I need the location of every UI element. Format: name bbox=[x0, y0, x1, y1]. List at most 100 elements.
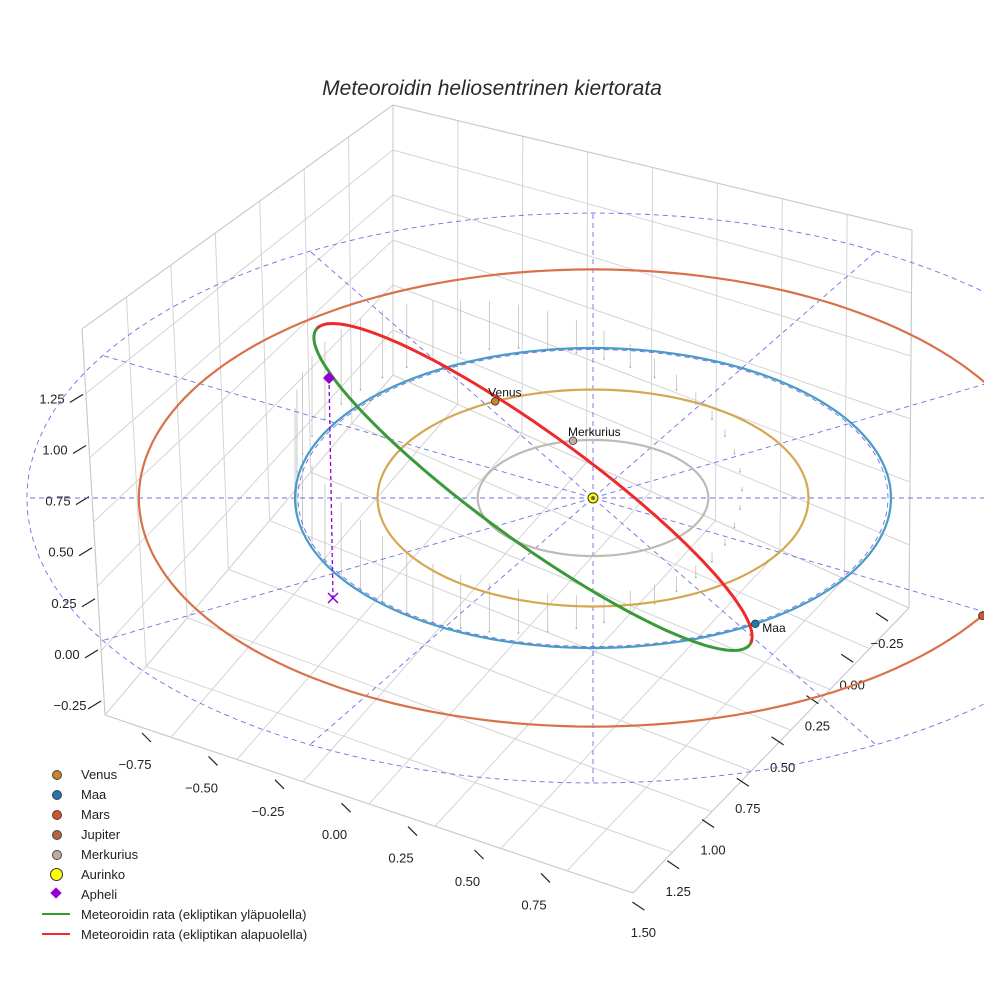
aphelion-marker bbox=[323, 372, 335, 384]
drop-foot bbox=[488, 630, 491, 633]
legend-label: Merkurius bbox=[81, 846, 139, 862]
y-tick-mark bbox=[666, 860, 680, 870]
grid-line bbox=[310, 471, 831, 690]
grid-line bbox=[89, 194, 394, 459]
drop-foot bbox=[694, 576, 697, 579]
meteoroid-orbit-layer bbox=[312, 321, 754, 653]
box-edge bbox=[392, 104, 913, 231]
legend-label: Venus bbox=[81, 766, 118, 782]
legend-item[interactable]: Mars bbox=[40, 804, 307, 824]
legend: Venus Maa Mars Jupiter Merkurius Aurinko Aphel… bbox=[40, 764, 307, 944]
legend-item[interactable]: Aurinko bbox=[40, 864, 307, 884]
legend-symbol bbox=[42, 913, 70, 915]
drop-foot bbox=[546, 630, 549, 633]
y-tick-mark bbox=[701, 819, 715, 828]
z-tick-label: 0.50 bbox=[48, 545, 73, 560]
y-tick-label: 0.25 bbox=[805, 719, 830, 734]
chart-title: Meteoroidin heliosentrinen kiertorata bbox=[322, 77, 662, 100]
grid-line bbox=[392, 149, 912, 294]
y-tick-label: 0.75 bbox=[735, 801, 760, 816]
legend-item[interactable]: Apheli bbox=[40, 884, 307, 904]
drop-foot bbox=[653, 376, 656, 379]
drop-foot bbox=[301, 526, 304, 529]
ecliptic-spoke bbox=[102, 355, 594, 499]
drop-foot bbox=[733, 526, 736, 529]
ecliptic-spoke bbox=[592, 497, 984, 613]
x-tick-mark bbox=[274, 779, 285, 790]
earth-ecliptic-ring bbox=[297, 349, 889, 647]
legend-item[interactable]: Maa bbox=[40, 784, 307, 804]
x-tick-label: −0.75 bbox=[119, 757, 152, 772]
drop-foot bbox=[603, 357, 605, 360]
drop-foot bbox=[675, 590, 678, 593]
ecliptic-boundary bbox=[26, 212, 984, 784]
legend-marker bbox=[40, 804, 76, 824]
x-tick-label: 0.00 bbox=[322, 827, 347, 842]
legend-item[interactable]: Meteoroidin rata (ekliptikan alapuolella… bbox=[40, 924, 307, 944]
drop-foot bbox=[739, 508, 741, 510]
z-tick-mark bbox=[84, 649, 99, 659]
grid-line bbox=[392, 284, 911, 483]
grid-line bbox=[145, 665, 673, 853]
legend-label: Meteoroidin rata (ekliptikan yläpuolella… bbox=[81, 906, 307, 922]
z-tick-label: 0.00 bbox=[54, 647, 79, 662]
planet-venus bbox=[490, 397, 500, 406]
drop-foot bbox=[517, 347, 520, 349]
x-tick-mark bbox=[208, 755, 218, 766]
legend-marker bbox=[40, 764, 76, 784]
z-tick-label: −0.25 bbox=[54, 698, 87, 713]
grid-line bbox=[93, 239, 394, 523]
z-tick-label: 0.25 bbox=[51, 596, 76, 611]
x-tick-mark bbox=[341, 802, 351, 813]
legend-marker bbox=[40, 844, 76, 864]
z-tick-label: 1.00 bbox=[42, 443, 67, 458]
legend-marker bbox=[40, 784, 76, 804]
legend-label: Maa bbox=[81, 786, 107, 802]
grid-line bbox=[392, 374, 910, 609]
drop-foot bbox=[405, 366, 408, 368]
ecliptic-spoke bbox=[592, 383, 984, 499]
x-tick-label: 0.50 bbox=[455, 874, 480, 889]
legend-symbol bbox=[50, 887, 62, 899]
legend-symbol bbox=[52, 830, 62, 840]
grid-line bbox=[392, 194, 912, 357]
grid-line bbox=[351, 423, 870, 650]
drop-foot bbox=[459, 627, 462, 630]
orbit-mars bbox=[137, 268, 984, 728]
y-tick-label: 1.25 bbox=[666, 884, 691, 899]
box-edge bbox=[81, 104, 394, 330]
grid-line bbox=[85, 149, 394, 394]
grid-line bbox=[104, 374, 394, 716]
tick-layer: −0.25 0.00 0.25 0.50 0.75 1.00 1.25 −0.75 −0.50 −… bbox=[39, 391, 903, 940]
grid-line bbox=[434, 520, 716, 827]
x-tick-label: 0.75 bbox=[521, 897, 546, 912]
legend-marker bbox=[40, 904, 76, 924]
drop-foot bbox=[711, 418, 713, 421]
legend-marker bbox=[40, 884, 76, 904]
legend-item[interactable]: Merkurius bbox=[40, 844, 307, 864]
drop-foot bbox=[459, 351, 462, 354]
planet-maa bbox=[751, 619, 760, 629]
orbit-venus bbox=[376, 388, 810, 608]
drop-foot bbox=[340, 402, 343, 405]
legend-item[interactable]: Venus bbox=[40, 764, 307, 784]
ecliptic-spoke bbox=[309, 497, 594, 746]
z-tick-mark bbox=[87, 700, 102, 710]
planet-label-merkurius: Merkurius bbox=[568, 425, 621, 439]
grid-line bbox=[96, 284, 394, 587]
legend-marker bbox=[40, 864, 76, 884]
meteoroid-orbit-above bbox=[312, 325, 753, 653]
y-tick-mark bbox=[632, 901, 645, 911]
planet-label-venus: Venus bbox=[488, 385, 521, 399]
x-tick-label: −0.25 bbox=[252, 804, 285, 819]
legend-label: Meteoroidin rata (ekliptikan alapuolella… bbox=[81, 926, 308, 942]
legend-label: Jupiter bbox=[81, 826, 121, 842]
legend-item[interactable]: Meteoroidin rata (ekliptikan yläpuolella… bbox=[40, 904, 307, 924]
grid-line bbox=[302, 462, 587, 783]
drop-foot bbox=[575, 627, 578, 630]
meteoroid-orbit-below bbox=[316, 321, 754, 644]
box-edge bbox=[104, 714, 634, 894]
ecliptic-spoke bbox=[102, 497, 594, 641]
legend-item[interactable]: Jupiter bbox=[40, 824, 307, 844]
